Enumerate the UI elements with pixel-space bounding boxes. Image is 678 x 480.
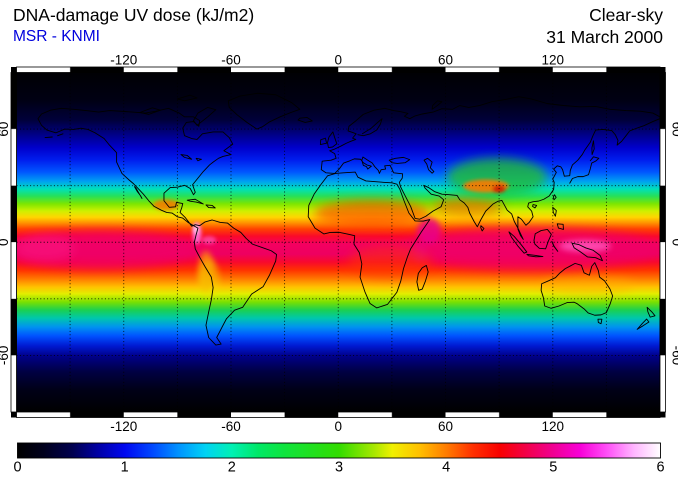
sahara-red-bulge <box>314 200 430 226</box>
lat-label: 60 <box>0 122 11 137</box>
southern-africa-red <box>348 246 432 278</box>
coastline-americas <box>38 108 277 345</box>
lon-label: 0 <box>334 419 342 434</box>
coastlines <box>38 93 660 345</box>
lon-label: -60 <box>221 419 241 434</box>
frame-bottom <box>16 411 661 418</box>
coastline-australia <box>541 263 613 324</box>
colorbar-tick: 3 <box>335 460 343 476</box>
coastline-eurasia <box>321 97 660 240</box>
lon-label: -120 <box>110 419 137 434</box>
coastline-srilanka <box>481 226 484 231</box>
coastline-britain <box>320 132 336 148</box>
lon-label: -60 <box>221 53 241 68</box>
frame-top <box>16 66 661 73</box>
frame-corner-tl <box>11 67 17 73</box>
coastline-newzealand <box>637 307 655 329</box>
colorbar-tick: 1 <box>121 460 129 476</box>
colorbar-tick: 4 <box>442 460 450 476</box>
frame-corner-br <box>660 412 666 418</box>
coastline-arctic-islands <box>140 95 442 125</box>
indian-westpacific-magenta-band <box>402 228 658 270</box>
australia-warm-extension <box>542 276 634 296</box>
coastline-philippines <box>533 195 564 230</box>
lat-label: 0 <box>0 238 11 246</box>
coastline-greenland <box>228 93 300 129</box>
colorbar-tick: 0 <box>13 460 21 476</box>
andes-yellow-halo <box>198 259 220 299</box>
coastline-caribbean <box>187 199 215 208</box>
longitude-labels-bottom: -120 -60 0 60 120 <box>110 419 564 434</box>
colorbar-tick-labels: 0 1 2 3 4 5 6 <box>13 460 664 476</box>
east-africa-magenta <box>417 218 441 244</box>
east-pacific-pink <box>16 235 75 261</box>
coastline-africa <box>308 172 430 308</box>
coastline-iceland <box>298 117 312 122</box>
coastline-japan <box>570 141 599 183</box>
colombia-pink <box>202 236 216 244</box>
regional-uv-anomalies <box>16 158 658 299</box>
lat-label: -60 <box>670 346 678 366</box>
lon-label: -120 <box>110 53 137 68</box>
lat-label: 60 <box>670 122 678 137</box>
colorbar-gradient <box>17 442 661 459</box>
world-uv-heatmap: -120 -60 0 60 120 -120 -60 0 60 120 60 0… <box>0 53 678 435</box>
latitude-labels-right: 60 0 -60 <box>670 122 678 366</box>
great-lakes <box>181 155 202 161</box>
latitude-labels-left: 60 0 -60 <box>0 122 11 366</box>
lon-label: 0 <box>334 53 342 68</box>
lon-label: 60 <box>438 53 453 68</box>
lon-label: 120 <box>542 419 565 434</box>
figure-title: DNA-damage UV dose (kJ/m2) <box>13 5 255 25</box>
sky-condition-label: Clear-sky <box>589 5 663 25</box>
longitude-labels-top: -120 -60 0 60 120 <box>110 53 564 68</box>
map-frame <box>10 66 666 418</box>
mexico-plateau-orange <box>153 199 179 211</box>
frame-corner-tr <box>660 67 666 73</box>
colorbar: 0 1 2 3 4 5 6 <box>13 442 665 476</box>
colorbar-tick: 5 <box>549 460 557 476</box>
caspian-sea <box>424 158 434 173</box>
baltic-sea <box>358 119 382 136</box>
lon-label: 120 <box>542 53 565 68</box>
frame-left <box>10 72 17 413</box>
lat-label: -60 <box>0 346 11 366</box>
lon-label: 60 <box>438 419 453 434</box>
colorbar-tick: 2 <box>228 460 236 476</box>
coastline-madagascar <box>417 265 428 290</box>
colorbar-tick: 6 <box>656 460 664 476</box>
coastline-indonesia <box>509 229 602 260</box>
black-sea <box>389 157 410 163</box>
figure-date: 31 March 2000 <box>546 27 663 47</box>
lat-label: 0 <box>670 238 678 246</box>
figure-source-label: MSR - KNMI <box>13 28 100 45</box>
frame-corner-bl <box>11 412 17 418</box>
frame-right <box>659 72 666 413</box>
coastline-baja <box>134 187 142 199</box>
coastline-aleutians <box>45 134 63 138</box>
